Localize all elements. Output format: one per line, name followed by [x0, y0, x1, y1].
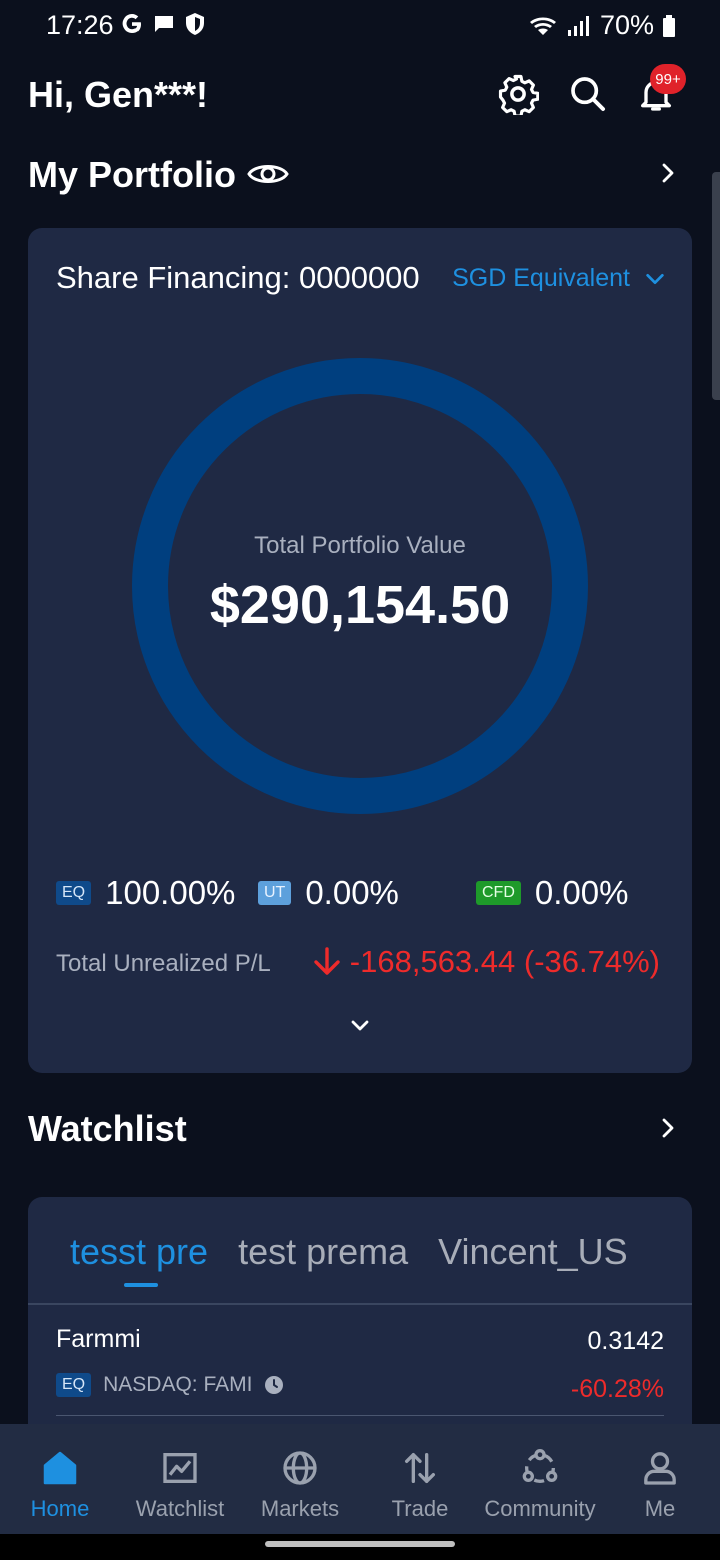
battery-icon: [663, 14, 675, 37]
nav-markets-label: Markets: [260, 1496, 340, 1521]
tabs-divider: [28, 1303, 692, 1305]
user-icon: [638, 1446, 682, 1490]
status-bar: 17:26 70%: [0, 0, 720, 52]
unrealized-pl-label: Total Unrealized P/L: [56, 950, 271, 977]
watchlist-tabs: tesst pre test prema Vincent_US: [70, 1231, 628, 1287]
message-icon: [155, 16, 173, 32]
portfolio-more-chevron-icon[interactable]: [656, 161, 680, 185]
settings-icon: [498, 74, 539, 115]
arrow-down-icon: [314, 947, 340, 975]
scrollbar[interactable]: [712, 172, 720, 400]
settings-button[interactable]: [494, 70, 542, 118]
trade-arrows-icon: [398, 1446, 442, 1490]
nav-watchlist[interactable]: Watchlist: [120, 1424, 240, 1534]
shield-icon: [186, 13, 204, 35]
stock-price: 0.3142: [587, 1327, 664, 1355]
home-icon: [38, 1446, 82, 1490]
eq-tag: EQ: [56, 881, 92, 905]
total-value-label: Total Portfolio Value: [254, 532, 466, 559]
signal-icon: [567, 15, 589, 36]
nav-trade[interactable]: Trade: [360, 1424, 480, 1534]
nav-me-label: Me: [644, 1496, 676, 1521]
wifi-icon: [529, 17, 556, 35]
watchlist-card: tesst pre test prema Vincent_US Farmmi 0…: [28, 1197, 692, 1437]
tab-tesst-pre[interactable]: tesst pre: [70, 1231, 209, 1287]
nav-home-label: Home: [30, 1496, 90, 1521]
unrealized-pl-value: -168,563.44 (-36.74%): [349, 944, 660, 979]
expand-chevron-icon[interactable]: [348, 1013, 372, 1037]
portfolio-card[interactable]: Share Financing: 0000000 SGD Equivalent …: [28, 228, 692, 1073]
nav-community-label: Community: [484, 1496, 596, 1521]
notification-badge: 99+: [650, 64, 686, 94]
allocation-cfd: CFD 0.00%: [476, 874, 628, 912]
ut-tag: UT: [258, 881, 292, 905]
search-icon: [571, 77, 605, 111]
stock-change: -60.28%: [570, 1375, 664, 1403]
portfolio-title: My Portfolio: [28, 154, 236, 195]
currency-selector[interactable]: SGD Equivalent: [452, 264, 666, 293]
allocation-eq: EQ 100.00%: [56, 874, 235, 912]
nav-me[interactable]: Me: [600, 1424, 720, 1534]
total-value: $290,154.50: [209, 575, 511, 635]
status-system-icons: 70%: [528, 10, 676, 41]
donut-ring-eq: [132, 358, 588, 814]
allocation-ut: UT 0.00%: [258, 874, 399, 912]
stock-name: Farmmi: [56, 1325, 141, 1353]
eye-icon[interactable]: [246, 156, 290, 192]
globe-icon: [278, 1446, 322, 1490]
currency-label: SGD Equivalent: [452, 264, 630, 292]
stock-meta: EQ NASDAQ: FAMI: [56, 1373, 284, 1397]
nav-markets[interactable]: Markets: [240, 1424, 360, 1534]
tab-test-prema[interactable]: test prema: [238, 1231, 409, 1272]
system-nav-bar: [0, 1534, 720, 1560]
chevron-down-icon: [646, 273, 664, 284]
cfd-tag: CFD: [476, 881, 521, 905]
home-indicator[interactable]: [265, 1541, 455, 1547]
nav-home[interactable]: Home: [0, 1424, 120, 1534]
portfolio-donut-chart: [132, 358, 588, 814]
nav-community[interactable]: Community: [480, 1424, 600, 1534]
bottom-nav: Home Watchlist Markets Trade Community M…: [0, 1424, 720, 1534]
chart-icon: [158, 1446, 202, 1490]
battery-percent: 70%: [599, 10, 654, 40]
status-notification-icons: [120, 12, 206, 36]
ut-percent: 0.00%: [305, 874, 399, 911]
tab-vincent-us[interactable]: Vincent_US: [438, 1231, 628, 1272]
nav-trade-label: Trade: [391, 1496, 449, 1521]
greeting: Hi, Gen***!: [28, 74, 209, 115]
stock-ticker: NASDAQ: FAMI: [103, 1373, 253, 1396]
clock-icon: [265, 1376, 284, 1394]
stock-eq-tag: EQ: [56, 1373, 92, 1397]
watchlist-title: Watchlist: [28, 1108, 187, 1149]
google-icon: [122, 14, 141, 33]
account-label: Share Financing: 0000000: [56, 260, 420, 295]
row-divider: [56, 1415, 664, 1416]
unrealized-pl: -168,563.44 (-36.74%): [312, 944, 660, 980]
search-button[interactable]: [564, 70, 612, 118]
eq-percent: 100.00%: [105, 874, 236, 911]
cfd-percent: 0.00%: [534, 874, 629, 911]
status-time: 17:26: [46, 10, 114, 40]
nav-watchlist-label: Watchlist: [135, 1496, 225, 1521]
community-icon: [518, 1446, 562, 1490]
watchlist-more-chevron-icon[interactable]: [656, 1116, 680, 1140]
